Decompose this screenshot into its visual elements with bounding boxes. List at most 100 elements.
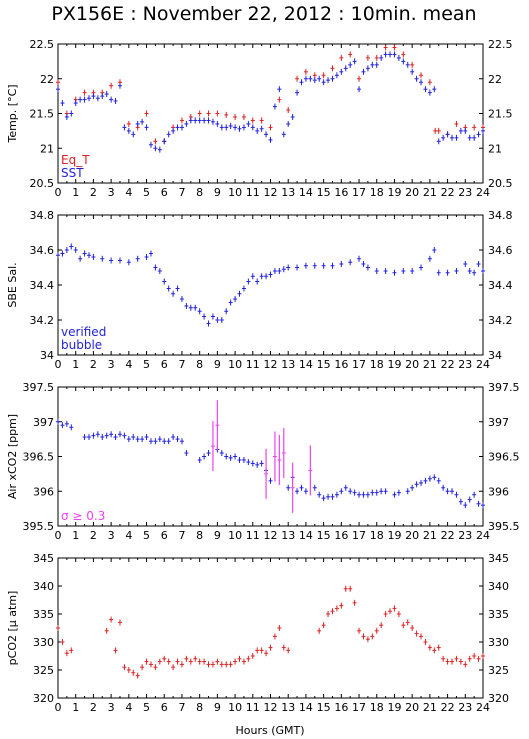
data-point [228,123,233,130]
data-point [148,250,153,257]
data-point [100,434,105,441]
x-tick-label: 14 [299,186,313,199]
data-point [73,247,78,253]
y-tick-label-right: 34.4 [488,279,513,292]
x-tick-label: 13 [281,358,295,371]
data-point [69,110,74,117]
data-point [206,450,211,457]
data-point [144,254,149,260]
data-point [197,658,202,665]
data-point [454,655,459,662]
y-axis-title: Air xCO2 [ppm] [6,414,19,499]
data-point [432,247,437,253]
data-point [153,145,158,152]
data-point [436,127,441,134]
data-point [56,252,60,259]
data-point [268,477,273,484]
data-point [148,438,153,445]
y-tick-label-right: 330 [488,636,509,649]
data-point [450,658,455,665]
data-point [321,79,326,86]
x-tick-label: 9 [214,358,221,371]
y-tick-label-right: 34.6 [488,244,513,257]
data-point [224,111,229,118]
data-point [140,664,145,671]
y-tick-label-left: 325 [33,664,54,677]
data-point [295,75,300,82]
data-point [281,644,286,651]
x-tick-label: 4 [125,358,132,371]
data-point [202,453,207,460]
data-point [179,438,184,445]
data-point [281,428,286,479]
data-point [330,75,335,82]
data-point [179,296,184,302]
data-point [109,96,114,103]
data-point [361,491,366,498]
x-tick-label: 18 [370,701,384,714]
x-tick-label: 7 [178,358,185,371]
x-tick-label: 2 [90,358,97,371]
data-point [69,424,74,431]
chart-panel-1: 0 1 2 3 4 5 6 7 8 9 10 11 12 13 14 15 16 17 18 19 20 21 22 23 24… [6,38,513,199]
data-point [286,107,291,114]
x-tick-label: 1 [72,186,79,199]
data-point [365,65,370,72]
x-tick-label: 22 [441,529,455,542]
y-tick-label-left: 335 [33,608,54,621]
data-point [264,650,269,657]
data-point [188,117,193,124]
data-point [255,278,260,285]
data-point [436,477,441,484]
data-point [365,54,370,61]
data-point [219,317,224,323]
y-tick-label-right: 345 [488,552,509,565]
data-point [295,89,300,96]
x-tick-label: 24 [476,358,490,371]
data-point [144,124,149,131]
data-point [241,113,246,120]
x-tick-label: 23 [458,529,472,542]
data-point [64,247,69,253]
data-point [308,75,313,82]
x-tick-label: 11 [246,529,260,542]
data-point [392,491,397,498]
data-point [330,65,335,72]
data-point [472,134,477,141]
data-point [157,268,162,274]
data-point [131,669,136,676]
x-tick-label: 5 [143,358,150,371]
series-sst [56,51,485,153]
data-point [210,661,215,668]
data-point [86,252,91,259]
data-point [290,462,295,513]
data-point [357,255,362,262]
data-point [445,131,450,138]
data-point [334,72,339,79]
y-tick-label-left: 397.5 [23,381,55,394]
data-point [419,79,424,86]
data-point [277,625,282,631]
x-tick-label: 19 [387,701,401,714]
x-tick-label: 12 [264,529,278,542]
data-point [330,262,335,269]
data-point [383,268,388,274]
legend-entry: Eq_T [61,153,90,167]
data-point [352,58,357,65]
data-point [450,134,455,141]
data-point [392,269,397,276]
x-tick-label: 24 [476,186,490,199]
data-point [277,86,282,93]
data-point [441,655,446,662]
data-point [419,264,424,271]
data-point [343,65,348,72]
data-point [135,120,140,127]
y-tick-label-right: 397.5 [488,381,520,394]
data-point [445,658,450,665]
data-point [348,259,353,266]
series-eq-t [56,44,485,145]
data-point [109,616,114,623]
x-tick-label: 4 [125,186,132,199]
x-tick-label: 5 [143,529,150,542]
data-point [259,117,264,124]
